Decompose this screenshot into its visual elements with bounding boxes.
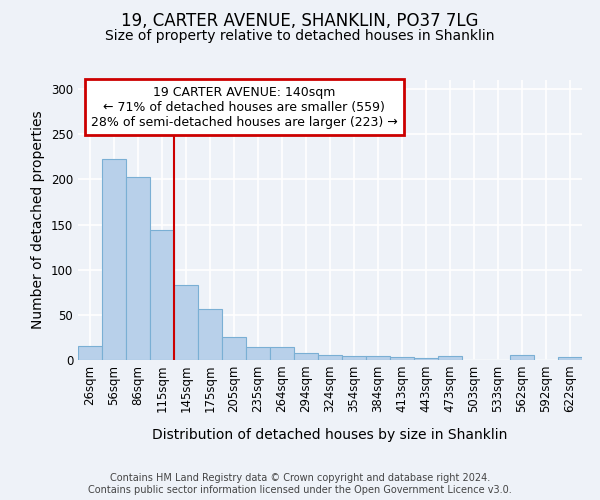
Text: Contains HM Land Registry data © Crown copyright and database right 2024.
Contai: Contains HM Land Registry data © Crown c… bbox=[88, 474, 512, 495]
Bar bbox=[174, 285, 198, 360]
Bar bbox=[558, 358, 582, 360]
Bar bbox=[390, 358, 414, 360]
Bar bbox=[198, 308, 222, 360]
Bar bbox=[294, 353, 318, 360]
Bar bbox=[102, 158, 126, 360]
Bar bbox=[246, 348, 270, 360]
Bar bbox=[222, 336, 246, 360]
Bar bbox=[342, 356, 366, 360]
Bar bbox=[366, 356, 390, 360]
Bar bbox=[270, 348, 294, 360]
Text: 19 CARTER AVENUE: 140sqm
← 71% of detached houses are smaller (559)
28% of semi-: 19 CARTER AVENUE: 140sqm ← 71% of detach… bbox=[91, 86, 398, 128]
Text: Distribution of detached houses by size in Shanklin: Distribution of detached houses by size … bbox=[152, 428, 508, 442]
Text: Size of property relative to detached houses in Shanklin: Size of property relative to detached ho… bbox=[105, 29, 495, 43]
Bar bbox=[414, 358, 438, 360]
Y-axis label: Number of detached properties: Number of detached properties bbox=[31, 110, 46, 330]
Bar bbox=[150, 230, 174, 360]
Bar bbox=[318, 356, 342, 360]
Bar bbox=[78, 346, 102, 360]
Text: 19, CARTER AVENUE, SHANKLIN, PO37 7LG: 19, CARTER AVENUE, SHANKLIN, PO37 7LG bbox=[121, 12, 479, 30]
Bar bbox=[438, 356, 462, 360]
Bar bbox=[126, 176, 150, 360]
Bar bbox=[510, 356, 534, 360]
